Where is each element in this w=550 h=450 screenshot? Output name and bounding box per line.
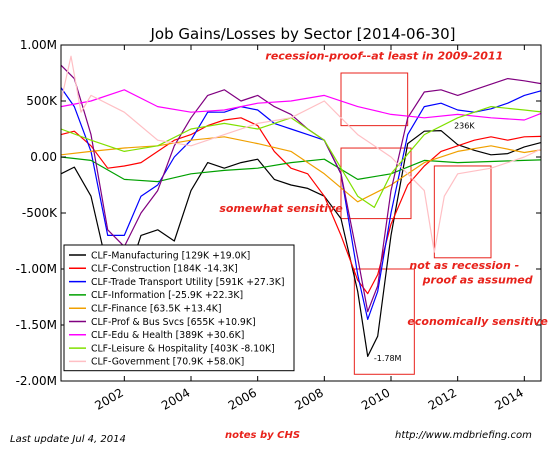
x-tick-label: 2006 bbox=[226, 385, 259, 412]
y-tick-label: -2.00M bbox=[16, 374, 57, 388]
legend-label: CLF-Government [70.9K +58.0K] bbox=[91, 357, 244, 368]
series-line-8 bbox=[60, 55, 542, 253]
annotation-label: not as recession - bbox=[409, 259, 519, 272]
series-line-1 bbox=[60, 117, 542, 295]
y-tick-label: -500K bbox=[22, 206, 58, 220]
annotation-label: 236K bbox=[454, 121, 475, 130]
highlight-box bbox=[340, 72, 409, 127]
legend-label: CLF-Edu & Health [389K +30.6K] bbox=[91, 330, 244, 341]
annotations: recession-proof--at least in 2009-2011 so… bbox=[219, 50, 548, 363]
annotation-label: somewhat sensitive bbox=[219, 202, 343, 215]
x-tick-label: 2004 bbox=[159, 385, 192, 412]
series-line-3 bbox=[60, 156, 542, 183]
footer-last-update: Last update Jul 4, 2014 bbox=[10, 434, 126, 445]
chart-title: Job Gains/Losses by Sector [2014-06-30] bbox=[150, 25, 456, 43]
y-tick-label: 500K bbox=[26, 94, 58, 108]
annotation-label: economically sensitive bbox=[407, 315, 548, 328]
legend-label: CLF-Prof & Bus Svcs [655K +10.9K] bbox=[91, 317, 256, 328]
y-tick-label: -1.00M bbox=[16, 262, 57, 276]
x-tick-label: 2012 bbox=[426, 385, 459, 412]
highlight-box bbox=[433, 165, 492, 259]
footer-url: http://www.mdbriefing.com bbox=[395, 430, 532, 441]
legend-label: CLF-Construction [184K -14.3K] bbox=[91, 264, 238, 275]
legend-box bbox=[63, 244, 295, 372]
series-line-0 bbox=[60, 130, 542, 357]
highlight-regions bbox=[340, 72, 492, 375]
series-line-4 bbox=[60, 136, 542, 203]
y-tick-label: 1.00M bbox=[20, 38, 57, 52]
annotation-label: -1.78M bbox=[374, 354, 402, 363]
series-lines bbox=[60, 55, 542, 357]
highlight-box bbox=[340, 147, 412, 220]
legend: CLF-Manufacturing [129K +19.0K] CLF-Const… bbox=[63, 244, 295, 372]
annotation-label: proof as assumed bbox=[422, 274, 533, 287]
annotation-label: recession-proof--at least in 2009-2011 bbox=[265, 50, 503, 63]
series-line-2 bbox=[60, 87, 542, 320]
footer-notes: notes by CHS bbox=[225, 430, 300, 441]
legend-label: CLF-Trade Transport Utility [591K +27.3K… bbox=[91, 277, 284, 288]
highlight-box bbox=[353, 268, 415, 375]
x-tick-label: 2014 bbox=[492, 385, 525, 412]
x-tick-label: 2002 bbox=[92, 385, 125, 412]
y-tick-label: 0.00 bbox=[30, 150, 57, 164]
legend-label: CLF-Information [-25.9K +22.3K] bbox=[91, 290, 243, 301]
x-tick-label: 2008 bbox=[292, 385, 325, 412]
series-line-7 bbox=[60, 105, 542, 208]
y-tick-label: -1.50M bbox=[16, 318, 57, 332]
series-line-6 bbox=[60, 89, 542, 121]
legend-label: CLF-Leisure & Hospitality [403K -8.10K] bbox=[91, 343, 275, 354]
legend-label: CLF-Finance [63.5K +13.4K] bbox=[91, 304, 222, 315]
legend-label: CLF-Manufacturing [129K +19.0K] bbox=[91, 250, 250, 261]
x-tick-label: 2010 bbox=[359, 385, 392, 412]
